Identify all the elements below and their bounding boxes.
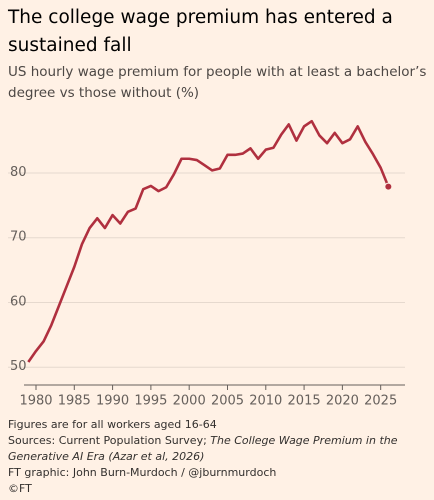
x-tick-label: 2005 [211,394,244,409]
y-tick-label: 80 [10,165,27,180]
logo: ©FT [8,482,32,495]
footer: Figures are for all workers aged 16-64 S… [8,417,428,497]
x-tick-label: 2000 [173,394,206,409]
x-tick-label: 1985 [58,394,91,409]
x-tick-label: 2020 [326,394,359,409]
x-tick-label: 2025 [364,394,397,409]
line [27,119,390,363]
chart-title: The college wage premium has entered a s… [8,7,393,56]
y-tick-label: 70 [10,230,27,245]
y-tick-label: 60 [10,294,27,309]
credit: FT graphic: John Burn-Murdoch / @jburnmu… [8,466,277,479]
x-tick-label: 1995 [134,394,167,409]
chart-subtitle: US hourly wage premium for people with a… [8,64,427,101]
y-tick-label: 50 [10,359,27,374]
source-prefix: Sources: Current Population Survey; [8,434,207,447]
note: Figures are for all workers aged 16-64 [8,418,217,431]
x-tick-label: 1990 [96,394,129,409]
end-marker [384,182,393,191]
x-tick-label: 2010 [249,394,282,409]
x-tick-label: 2015 [288,394,321,409]
source: Sources: Current Population Survey; The … [8,433,428,465]
x-tick-label: 1980 [19,394,52,409]
source-title: The College Wage Premium in the Generati… [8,434,398,463]
